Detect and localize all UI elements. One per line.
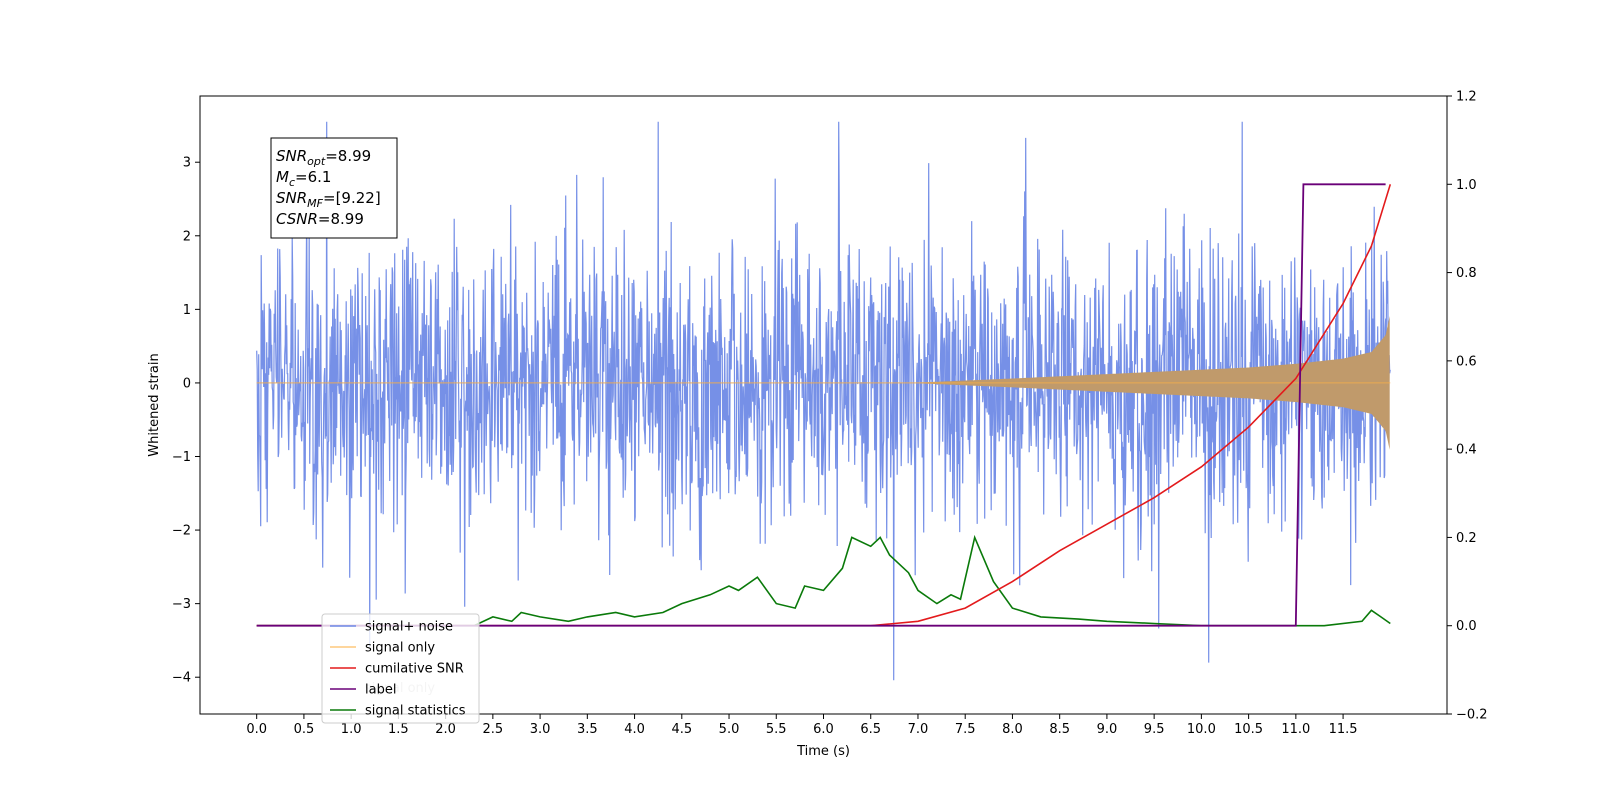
- y-axis-label: Whitened strain: [147, 353, 162, 456]
- y-tick-label: 1: [183, 303, 191, 318]
- x-tick-label: 1.5: [388, 722, 409, 737]
- annotation-subscript: MF: [307, 197, 323, 210]
- legend-entry: cumilative SNR: [365, 662, 464, 677]
- annotation-line: CSNR=8.99: [276, 210, 364, 228]
- x-tick-label: 6.0: [813, 722, 834, 737]
- y-tick-label: −2: [172, 524, 191, 539]
- legend-entry: signal only: [365, 641, 435, 656]
- y-tick-label: −3: [172, 597, 191, 612]
- x-tick-label: 0.0: [246, 722, 267, 737]
- signal-statistics-line: [256, 534, 1391, 627]
- x-tick-label: 0.5: [294, 722, 315, 737]
- legend-entry: signal+ noise: [365, 620, 453, 635]
- x-tick-label: 11.5: [1329, 722, 1358, 737]
- x-tick-label: 3.0: [530, 722, 551, 737]
- x-tick-label: 2.5: [483, 722, 504, 737]
- x-tick-label: 8.5: [1049, 722, 1070, 737]
- annotation-symbol: SNR: [276, 189, 307, 207]
- y-right-tick-label: 1.0: [1456, 178, 1477, 193]
- x-tick-label: 3.5: [577, 722, 598, 737]
- y-right-tick-label: 0.0: [1456, 619, 1477, 634]
- x-axis-label: Time (s): [796, 744, 850, 759]
- annotation-symbol: CSNR: [276, 210, 318, 228]
- y-tick-label: 3: [183, 156, 191, 171]
- label-line: [256, 183, 1386, 627]
- annotation-line: SNRopt=8.99: [276, 147, 371, 168]
- annotation-line: Mc=6.1: [276, 168, 331, 189]
- y-axis-left: −4 −3 −2 −1 0 1 2 3: [172, 156, 200, 686]
- x-tick-label: 9.5: [1144, 722, 1165, 737]
- series-signal-statistics: [256, 534, 1391, 627]
- y-right-tick-label: 1.2: [1456, 90, 1477, 105]
- y-tick-label: −4: [172, 671, 191, 686]
- signal-noise-line: [256, 121, 1391, 681]
- x-tick-label: 11.0: [1281, 722, 1310, 737]
- x-tick-label: 8.0: [1002, 722, 1023, 737]
- annotation-value: =8.99: [325, 147, 371, 165]
- annotation-value: =6.1: [295, 168, 331, 186]
- x-tick-label: 9.0: [1097, 722, 1118, 737]
- series-signal-noise: [256, 121, 1391, 681]
- x-tick-label: 5.0: [719, 722, 740, 737]
- annotation-subscript: c: [289, 176, 295, 189]
- x-tick-label: 10.0: [1187, 722, 1216, 737]
- x-tick-label: 6.5: [860, 722, 881, 737]
- x-tick-label: 5.5: [766, 722, 787, 737]
- x-tick-label: 4.0: [624, 722, 645, 737]
- y-right-tick-label: 0.8: [1456, 266, 1477, 281]
- annotation-subscript: opt: [307, 155, 326, 168]
- annotation-value: =8.99: [318, 210, 364, 228]
- annotation-symbol: M: [276, 168, 289, 186]
- annotation-symbol: SNR: [276, 147, 307, 165]
- series-label: [256, 183, 1386, 627]
- cumulative-snr-line: [256, 184, 1392, 627]
- legend-entry: signal statistics: [365, 704, 466, 719]
- annotation-frame: [270, 137, 398, 239]
- annotation-line: SNRMF=[9.22]: [276, 189, 381, 210]
- x-tick-label: 7.5: [955, 722, 976, 737]
- y-tick-label: −1: [172, 450, 191, 465]
- y-tick-label: 0: [183, 376, 191, 391]
- y-right-tick-label: 0.2: [1456, 531, 1477, 546]
- legend-entry: label: [365, 683, 396, 698]
- y-right-tick-label: −0.2: [1456, 708, 1488, 723]
- x-axis: 0.0 0.5 1.0 1.5 2.0 2.5 3.0 3.5 4.0 4.5 5.0 5.5 6.0 6…: [246, 714, 1358, 737]
- x-tick-label: 4.5: [671, 722, 692, 737]
- y-tick-label: 2: [183, 229, 191, 244]
- series-cumulative-snr: [256, 184, 1392, 627]
- y-axis-right: −0.2 0.0 0.2 0.4 0.6 0.8 1.0 1.2: [1447, 90, 1488, 723]
- annotation-value: =[9.22]: [323, 189, 381, 207]
- y-right-tick-label: 0.6: [1456, 354, 1477, 369]
- x-tick-label: 2.0: [435, 722, 456, 737]
- x-tick-label: 1.0: [341, 722, 362, 737]
- x-tick-label: 7.0: [908, 722, 929, 737]
- series-signal-only: [256, 316, 1391, 450]
- y-right-tick-label: 0.4: [1456, 443, 1477, 458]
- x-tick-label: 10.5: [1234, 722, 1263, 737]
- legend-frame: [321, 613, 480, 724]
